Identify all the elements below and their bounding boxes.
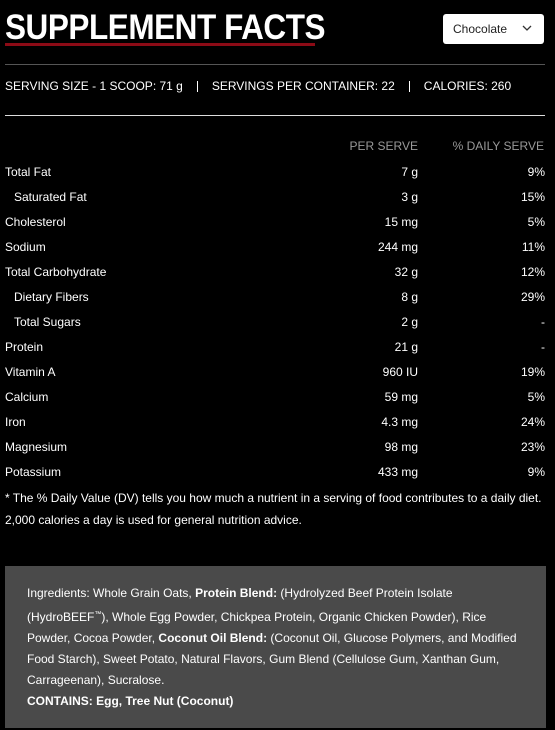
separator bbox=[408, 80, 410, 92]
amount: 32 g bbox=[394, 265, 418, 279]
ingredient-text: Coconut Oil Blend: bbox=[158, 631, 268, 645]
amount: 8 g bbox=[401, 290, 418, 304]
daily-value: 19% bbox=[520, 365, 545, 379]
flavor-value[interactable]: Chocolate bbox=[453, 22, 508, 36]
table-row: Saturated Fat 3 g 15% bbox=[5, 190, 545, 215]
table-row: Magnesium 98 mg 23% bbox=[5, 440, 545, 465]
nutrient-name: Sodium bbox=[5, 240, 46, 254]
daily-value: - bbox=[541, 340, 545, 354]
daily-value: 5% bbox=[527, 390, 545, 404]
amount: 15 mg bbox=[384, 215, 418, 229]
nutrient-name: Total Carbohydrate bbox=[5, 265, 107, 279]
nutrient-name: Total Sugars bbox=[14, 315, 81, 329]
amount: 244 mg bbox=[377, 240, 418, 254]
servings-per-container: SERVINGS PER CONTAINER: 22 bbox=[211, 79, 395, 93]
table-row: Iron 4.3 mg 24% bbox=[5, 415, 545, 440]
ingredient-text: (Hydrolyzed Beef Protein Isolate (HydroB… bbox=[27, 586, 453, 624]
nutrient-name: Dietary Fibers bbox=[14, 290, 89, 304]
nutrient-name: Calcium bbox=[5, 390, 49, 404]
table-row: Cholesterol 15 mg 5% bbox=[5, 215, 545, 240]
column-header: % DAILY SERVE bbox=[452, 139, 544, 153]
serving-size: SERVING SIZE - 1 SCOOP: 71 g bbox=[5, 79, 183, 93]
ingredients-box: Ingredients: Whole Grain Oats, Protein B… bbox=[5, 566, 546, 728]
chevron bbox=[522, 25, 532, 31]
daily-value: 9% bbox=[527, 465, 545, 479]
nutrient-name: Cholesterol bbox=[5, 215, 66, 229]
nutrient-name: Protein bbox=[5, 340, 44, 354]
daily-value: 24% bbox=[520, 415, 545, 429]
nutrient-name: Magnesium bbox=[5, 440, 68, 454]
nutrient-name: Vitamin A bbox=[5, 365, 56, 379]
table-row: Protein 21 g - bbox=[5, 340, 545, 365]
daily-value: 9% bbox=[527, 165, 545, 179]
table-row: Total Carbohydrate 32 g 12% bbox=[5, 265, 545, 290]
amount: 4.3 mg bbox=[381, 415, 418, 429]
ingredients: Ingredients: Whole Grain Oats, Protein B… bbox=[27, 583, 524, 691]
amount: 2 g bbox=[401, 315, 418, 329]
nutrient-name: Total Fat bbox=[5, 165, 52, 179]
daily-value: 5% bbox=[527, 215, 545, 229]
title-underline bbox=[5, 43, 315, 46]
daily-value: 12% bbox=[520, 265, 545, 279]
divider bbox=[5, 115, 545, 116]
table-row: Potassium 433 mg 9% bbox=[5, 465, 545, 490]
ingredient-text: ™ bbox=[94, 611, 102, 618]
table-row: Sodium 244 mg 11% bbox=[5, 240, 545, 265]
daily-value: 15% bbox=[520, 190, 545, 204]
column-header: PER SERVE bbox=[349, 139, 418, 153]
amount: 7 g bbox=[401, 165, 418, 179]
table-row: Dietary Fibers 8 g 29% bbox=[5, 290, 545, 315]
nutrient-name: Iron bbox=[5, 415, 26, 429]
nutrient-name: Saturated Fat bbox=[14, 190, 87, 204]
table-row: Total Fat 7 g 9% bbox=[5, 165, 545, 190]
table-row: Total Sugars 2 g - bbox=[5, 315, 545, 340]
ingredient-text: Protein Blend: bbox=[195, 586, 278, 600]
separator bbox=[196, 80, 198, 92]
nutrient-name: Potassium bbox=[5, 465, 62, 479]
daily-value: - bbox=[541, 315, 545, 329]
daily-value: 23% bbox=[520, 440, 545, 454]
daily-value: 11% bbox=[521, 240, 545, 254]
title: SUPPLEMENT FACTS bbox=[5, 8, 326, 47]
serving-info: SERVING SIZE - 1 SCOOP: 71 g SERVINGS PER… bbox=[5, 79, 511, 93]
daily-value: 29% bbox=[520, 290, 545, 304]
amount: 59 mg bbox=[384, 390, 418, 404]
footnote: * The % Daily Value (DV) tells you how m… bbox=[5, 491, 542, 527]
ingredient-text: ), Whole Egg Powder, Chickpea Protein, O… bbox=[27, 610, 487, 645]
ingredient-text: (Coconut Oil, Glucose Polymers, and Modi… bbox=[27, 631, 517, 687]
table-row: Vitamin A 960 IU 19% bbox=[5, 365, 545, 390]
table-row: Calcium 59 mg 5% bbox=[5, 390, 545, 415]
flavor-select[interactable]: Chocolate bbox=[443, 14, 544, 44]
amount: 960 IU bbox=[382, 365, 418, 379]
amount: 21 g bbox=[394, 340, 418, 354]
ingredient-text: Ingredients: Whole Grain Oats, bbox=[27, 586, 196, 600]
calories: CALORIES: 260 bbox=[423, 79, 512, 93]
amount: 3 g bbox=[401, 190, 418, 204]
amount: 433 mg bbox=[377, 465, 418, 479]
allergens: CONTAINS: Egg, Tree Nut (Coconut) bbox=[27, 694, 234, 708]
amount: 98 mg bbox=[384, 440, 418, 454]
divider bbox=[5, 64, 545, 65]
